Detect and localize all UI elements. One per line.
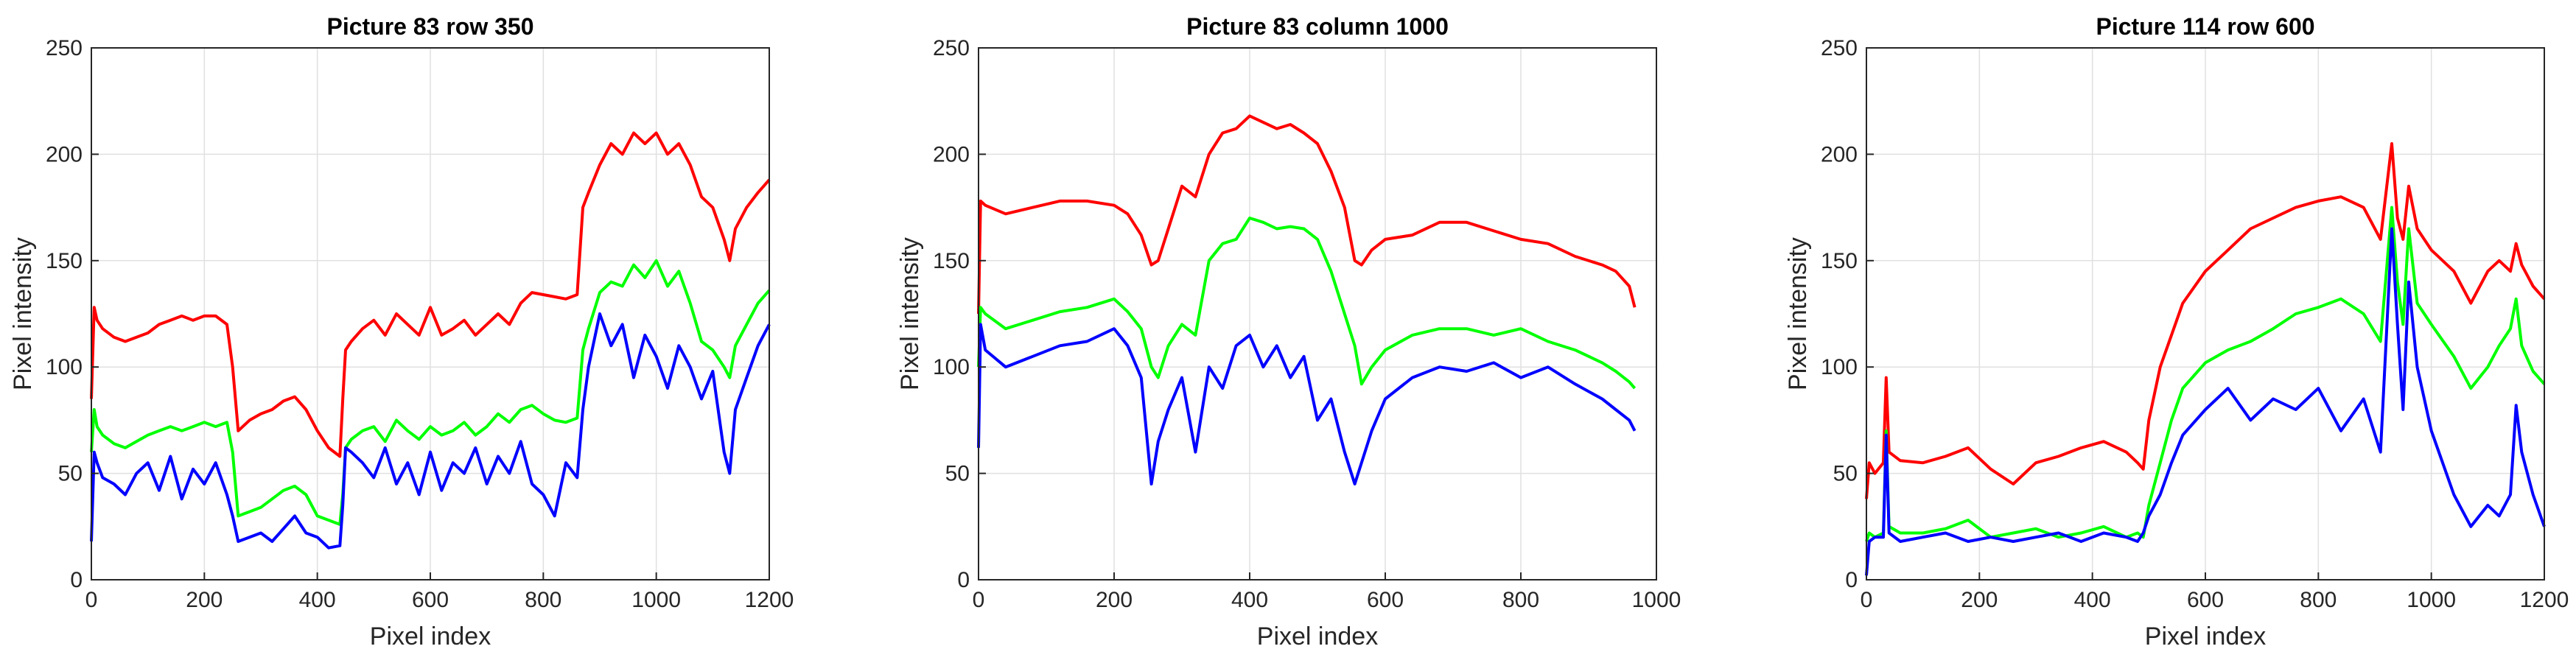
x-tick-label: 800 — [525, 588, 561, 612]
y-tick-label: 250 — [1821, 36, 1858, 60]
x-tick-label: 600 — [2187, 588, 2224, 612]
y-tick-label: 200 — [1821, 142, 1858, 166]
chart-title: Picture 114 row 600 — [2096, 13, 2314, 40]
x-tick-label: 800 — [2300, 588, 2337, 612]
y-axis-label: Pixel intensity — [1784, 237, 1812, 390]
green-channel-line — [1865, 206, 2546, 542]
y-tick-label: 0 — [1845, 568, 1858, 592]
y-axis-label: Pixel intensity — [9, 237, 37, 390]
y-axis-label: Pixel intensity — [896, 237, 924, 390]
x-tick-label: 1200 — [745, 588, 794, 612]
blue-channel-line — [977, 323, 1637, 485]
x-axis-label: Pixel index — [1257, 622, 1378, 650]
red-channel-line — [1865, 142, 2546, 499]
y-tick-label: 200 — [46, 142, 83, 166]
x-tick-label: 200 — [186, 588, 223, 612]
x-tick-label: 0 — [973, 588, 985, 612]
chart-panel-2: 0 200 400 600 800 1000 0 50 100 150 200 250 Picture … — [896, 13, 1681, 650]
red-channel-line — [90, 131, 771, 458]
y-tick-label: 50 — [945, 462, 970, 486]
y-tick-label: 0 — [70, 568, 83, 592]
y-tick-label: 150 — [933, 249, 970, 273]
x-tick-label: 400 — [1231, 588, 1268, 612]
x-axis-label: Pixel index — [2145, 622, 2266, 650]
y-tick-label: 50 — [1833, 462, 1858, 486]
x-tick-label: 1000 — [631, 588, 681, 612]
y-tick-label: 100 — [1821, 355, 1858, 379]
green-channel-line — [977, 217, 1637, 390]
x-tick-label: 200 — [1096, 588, 1133, 612]
x-tick-label: 600 — [412, 588, 449, 612]
chart-panel-1: 0 200 400 600 800 1000 1200 0 50 100 150 200 250 Pict… — [9, 13, 794, 650]
x-tick-label: 200 — [1961, 588, 1998, 612]
y-tick-label: 250 — [933, 36, 970, 60]
x-tick-label: 1000 — [1632, 588, 1681, 612]
green-channel-line — [90, 259, 771, 526]
x-tick-label: 1000 — [2407, 588, 2456, 612]
x-tick-label: 0 — [1861, 588, 1873, 612]
y-tick-label: 0 — [957, 568, 970, 592]
axes-box — [978, 47, 1657, 580]
y-tick-label: 250 — [46, 36, 83, 60]
y-tick-label: 150 — [1821, 249, 1858, 273]
x-tick-label: 0 — [85, 588, 98, 612]
x-tick-label: 600 — [1367, 588, 1404, 612]
chart-title: Picture 83 column 1000 — [1186, 13, 1449, 40]
x-axis-label: Pixel index — [370, 622, 491, 650]
blue-channel-line — [90, 312, 771, 550]
y-tick-label: 100 — [46, 355, 83, 379]
x-tick-label: 1200 — [2520, 588, 2569, 612]
x-tick-label: 400 — [2074, 588, 2111, 612]
x-tick-label: 800 — [1502, 588, 1539, 612]
y-tick-label: 50 — [58, 462, 83, 486]
y-tick-label: 100 — [933, 355, 970, 379]
chart-title: Picture 83 row 350 — [326, 13, 533, 40]
red-channel-line — [977, 114, 1637, 315]
chart-panel-3: 0 200 400 600 800 1000 1200 0 50 100 150 200 250 Pict… — [1784, 13, 2569, 650]
x-tick-label: 400 — [299, 588, 336, 612]
y-tick-label: 200 — [933, 142, 970, 166]
y-tick-label: 150 — [46, 249, 83, 273]
blue-channel-line — [1865, 227, 2546, 576]
